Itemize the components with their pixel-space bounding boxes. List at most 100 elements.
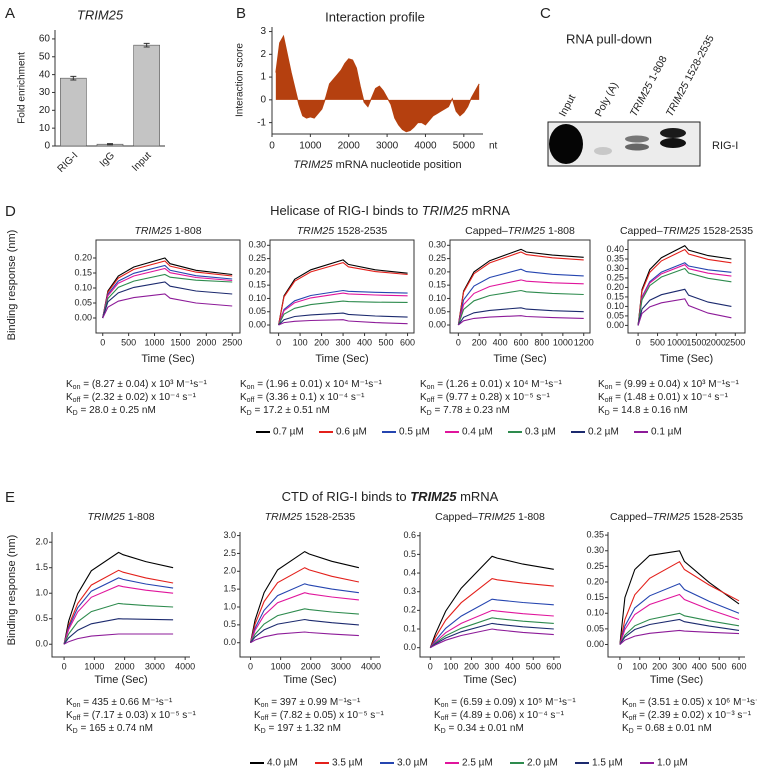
y-tick-label: 0.20 bbox=[74, 252, 92, 262]
kinetics-symbol: K bbox=[254, 697, 261, 708]
y-tick-label: 0.1 bbox=[403, 623, 416, 633]
kinetics-symbol: K bbox=[622, 710, 629, 721]
y-tick-label: 0.00 bbox=[74, 312, 92, 322]
plot-frame bbox=[95, 239, 241, 334]
x-tick-label: 4000 bbox=[414, 141, 437, 152]
section-title: Helicase of RIG-I binds to TRIM25 mRNA bbox=[270, 203, 510, 218]
x-tick-label: 100 bbox=[443, 661, 458, 671]
chart-title-part: 1528-2535 bbox=[334, 225, 387, 237]
sensorgram bbox=[619, 560, 740, 645]
kinetics-subscript: off bbox=[427, 397, 435, 404]
kinetics: Kon = (3.51 ± 0.05) x 10⁶ M⁻¹s⁻¹ bbox=[622, 697, 757, 710]
x-tick-label: RIG-I bbox=[56, 150, 81, 175]
y-tick-label: 0.5 bbox=[35, 613, 48, 623]
sensorgram bbox=[102, 281, 233, 319]
chart-title-part: TRIM25 bbox=[134, 225, 172, 237]
x-axis-label: Time (Sec) bbox=[283, 674, 336, 686]
sensorgram bbox=[249, 592, 359, 643]
lane-label-part: TRIM25 bbox=[628, 80, 656, 119]
kinetics-value: = (1.48 ± 0.01) x 10⁻⁴ s⁻¹ bbox=[612, 392, 728, 403]
section-title: CTD of RIG-I binds to TRIM25 mRNA bbox=[282, 489, 499, 504]
section-title-part: mRNA bbox=[468, 203, 510, 218]
sensorgram bbox=[619, 593, 740, 645]
sensorgram bbox=[63, 551, 174, 645]
x-axis-label: Time (Sec) bbox=[493, 353, 546, 365]
chart-title: Capped–TRIM25 1-808 bbox=[435, 511, 545, 523]
y-tick-label: 0.00 bbox=[428, 319, 446, 329]
y-tick-label: 2.5 bbox=[223, 548, 236, 558]
chart-title-part: 1-808 bbox=[125, 511, 155, 523]
kinetics-value: = (3.51 ± 0.05) x 10⁶ M⁻¹s⁻¹ bbox=[636, 697, 757, 708]
sensorgram bbox=[278, 300, 408, 326]
kinetics-value: = (1.96 ± 0.01) x 10⁴ M⁻¹s⁻¹ bbox=[254, 379, 382, 390]
kinetics-symbol: K bbox=[622, 723, 629, 734]
kinetics: Kon = (1.26 ± 0.01) x 10⁴ M⁻¹s⁻¹ bbox=[420, 379, 562, 392]
chart-title: TRIM25 bbox=[77, 7, 124, 22]
sensorgram bbox=[278, 289, 408, 326]
kinetics: Kon = 435 ± 0.66 M⁻¹s⁻¹ bbox=[66, 697, 173, 710]
chart-title: TRIM25 1528-2535 bbox=[265, 511, 356, 523]
band bbox=[660, 138, 686, 148]
lane-label: TRIM25 1528-2535 bbox=[664, 33, 717, 119]
legend-label: 0.3 µM bbox=[525, 427, 556, 438]
kinetics-symbol: K bbox=[66, 392, 73, 403]
legend-label: 1.5 µM bbox=[592, 758, 623, 769]
y-tick-label: 0.05 bbox=[586, 623, 604, 633]
y-tick-label: 0.00 bbox=[606, 320, 624, 330]
plot-frame bbox=[449, 239, 591, 334]
y-tick-label: 2.0 bbox=[35, 537, 48, 547]
kinetics-symbol: K bbox=[66, 710, 73, 721]
kinetics-value: = (4.89 ± 0.06) x 10⁻⁴ s⁻¹ bbox=[448, 710, 564, 721]
sensorgram bbox=[429, 578, 554, 648]
legend-label: 2.0 µM bbox=[527, 758, 558, 769]
x-tick-label: 500 bbox=[121, 337, 136, 347]
kinetics-value: = (6.59 ± 0.09) x 10⁵ M⁻¹s⁻¹ bbox=[448, 697, 576, 708]
y-tick-label: 0.40 bbox=[606, 244, 624, 254]
kinetics-subscript: D bbox=[261, 728, 266, 735]
y-tick-label: 1.0 bbox=[223, 601, 236, 611]
x-tick-label: 1000 bbox=[271, 661, 291, 671]
y-tick-label: 0.5 bbox=[403, 549, 416, 559]
y-tick-label: 60 bbox=[39, 34, 51, 45]
x-tick-label: 200 bbox=[314, 337, 329, 347]
x-tick-label: 3000 bbox=[376, 141, 399, 152]
kinetics: KD = 7.78 ± 0.23 nM bbox=[420, 405, 510, 418]
y-tick-label: 0.35 bbox=[586, 530, 604, 540]
sensorgram bbox=[63, 602, 174, 645]
kinetics-subscript: D bbox=[441, 728, 446, 735]
sensorgram bbox=[102, 293, 233, 319]
chart-title-part: Capped– bbox=[465, 225, 508, 237]
sensorgram bbox=[619, 550, 740, 645]
y-tick-label: 0.6 bbox=[403, 530, 416, 540]
kinetics-subscript: on bbox=[73, 702, 81, 709]
y-tick-label: 0.30 bbox=[606, 263, 624, 273]
band bbox=[660, 128, 686, 138]
y-tick-label: 0.15 bbox=[248, 280, 266, 290]
legend-label: 3.5 µM bbox=[332, 758, 363, 769]
x-tick-label: 0 bbox=[617, 661, 622, 671]
kinetics-value: = 7.78 ± 0.23 nM bbox=[432, 405, 510, 416]
x-tick-label: 0 bbox=[456, 337, 461, 347]
panel-label: B bbox=[236, 5, 246, 22]
y-tick-label: 0.20 bbox=[428, 266, 446, 276]
panel-label: D bbox=[5, 203, 16, 220]
section-title-part: Helicase of RIG-I binds to bbox=[270, 203, 422, 218]
y-tick-label: 0.10 bbox=[248, 293, 266, 303]
kinetics-value: = (7.17 ± 0.03) x 10⁻⁵ s⁻¹ bbox=[80, 710, 196, 721]
section-title-part: TRIM25 bbox=[410, 489, 457, 504]
kinetics: KD = 165 ± 0.74 nM bbox=[66, 723, 153, 736]
sensorgram bbox=[457, 289, 584, 326]
y-tick-label: 0.0 bbox=[35, 639, 48, 649]
kinetics-symbol: K bbox=[66, 405, 73, 416]
x-tick-label: 1000 bbox=[553, 337, 573, 347]
sensorgram bbox=[63, 585, 174, 645]
x-tick-label: 1500 bbox=[170, 337, 190, 347]
kinetics-symbol: K bbox=[66, 379, 73, 390]
panel-label: A bbox=[5, 5, 15, 22]
y-axis-label: Fold enrichment bbox=[17, 52, 28, 124]
kinetics-symbol: K bbox=[598, 379, 605, 390]
sensorgram bbox=[619, 618, 740, 645]
chart-title-part: TRIM25 bbox=[478, 511, 516, 523]
kinetics-subscript: D bbox=[247, 410, 252, 417]
sensorgram bbox=[637, 288, 732, 326]
